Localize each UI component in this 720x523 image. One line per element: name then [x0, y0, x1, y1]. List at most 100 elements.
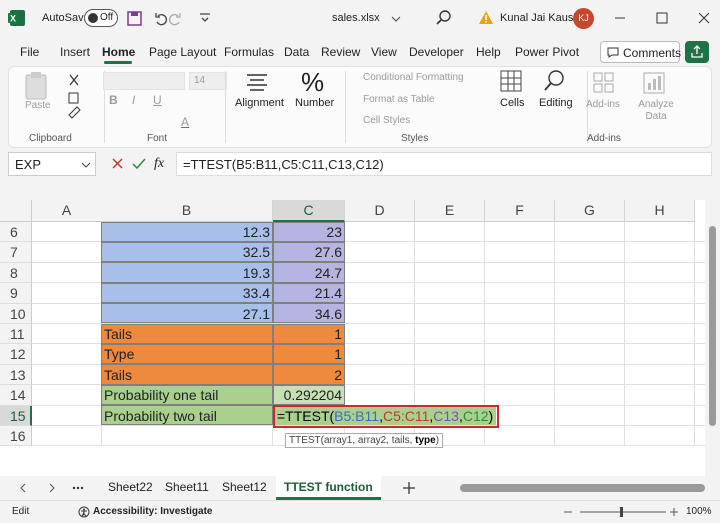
- sheet-tab[interactable]: TTEST function: [276, 476, 381, 500]
- sheet-tab[interactable]: Sheet11: [165, 480, 209, 494]
- row-header: 10: [0, 303, 32, 324]
- analyze-data-icon: [643, 72, 665, 94]
- tooltip-part: ): [435, 435, 440, 446]
- row-header: 8: [0, 262, 32, 284]
- font-size-box[interactable]: 14: [189, 72, 227, 90]
- font-name-box[interactable]: [103, 72, 185, 90]
- bold-button[interactable]: B: [109, 93, 118, 107]
- number-button[interactable]: Number: [295, 97, 335, 109]
- alignment-button[interactable]: Alignment: [235, 97, 284, 109]
- font-color-button[interactable]: A: [181, 115, 190, 129]
- add-ins-button[interactable]: Add-ins: [586, 99, 620, 110]
- separator: [345, 71, 346, 143]
- horizontal-scrollbar[interactable]: [460, 484, 705, 492]
- cell[interactable]: 33.4: [242, 285, 270, 302]
- menu-tab[interactable]: Help: [476, 45, 501, 59]
- menu-tab[interactable]: Power Pivot: [515, 45, 580, 59]
- cell[interactable]: Probability two tail: [104, 407, 217, 424]
- quick-access-icons[interactable]: [126, 10, 226, 28]
- row-gridline: [32, 261, 705, 263]
- cell[interactable]: 1: [334, 326, 342, 342]
- cell[interactable]: Tails: [104, 366, 133, 383]
- editing-button[interactable]: Editing: [539, 97, 573, 109]
- formula-buttons[interactable]: [110, 156, 150, 172]
- cell[interactable]: 24.7: [314, 264, 342, 281]
- tab-nav[interactable]: [16, 482, 106, 494]
- menu-tab[interactable]: View: [371, 45, 397, 59]
- vertical-scrollbar[interactable]: [705, 200, 720, 476]
- worksheet-grid: A B C D E F G H 6 12.3 23 7 32.5 27.6 8 19.3 24.7 9 33.4 21…: [0, 200, 705, 476]
- conditional-formatting[interactable]: Conditional Formatting: [363, 72, 464, 83]
- column-header: E: [415, 200, 485, 222]
- cell[interactable]: Probability one tail: [104, 387, 219, 404]
- cell[interactable]: 27.6: [314, 244, 342, 261]
- accessibility-status[interactable]: Accessibility: Investigate: [93, 506, 213, 517]
- name-box[interactable]: EXP: [8, 152, 96, 176]
- cell[interactable]: 21.4: [314, 285, 342, 302]
- row-header: 12: [0, 344, 32, 365]
- cell[interactable]: 2: [334, 366, 342, 383]
- formula-part: C12: [462, 407, 489, 424]
- formula-input[interactable]: =TTEST(B5:B11,C5:C11,C13,C12): [176, 152, 712, 176]
- clipboard-icons[interactable]: [23, 71, 103, 131]
- column-gridline: [484, 222, 485, 447]
- cell-fill: [100, 303, 273, 324]
- cell[interactable]: 12.3: [242, 224, 270, 240]
- cell[interactable]: 27.1: [242, 305, 270, 322]
- scroll-thumb[interactable]: [709, 226, 716, 426]
- row-gridline: [32, 323, 705, 324]
- zoom-level[interactable]: 100%: [686, 506, 712, 517]
- cell[interactable]: 34.6: [314, 305, 342, 322]
- file-name[interactable]: sales.xlsx: [332, 12, 380, 24]
- menu-tab[interactable]: Formulas: [224, 45, 275, 59]
- tooltip-part: TTEST(array1, array2, tails,: [289, 435, 416, 446]
- cell[interactable]: 32.5: [242, 244, 270, 261]
- column-header: C: [273, 200, 345, 222]
- add-sheet[interactable]: [402, 481, 416, 495]
- excel-icon: X: [8, 10, 25, 26]
- cells-button[interactable]: Cells: [500, 97, 525, 109]
- menu-tab[interactable]: File: [20, 45, 40, 59]
- separator: [587, 71, 588, 143]
- formula-part: B5:B11: [334, 407, 380, 424]
- name-box-text: EXP: [15, 157, 42, 172]
- cell[interactable]: 23: [326, 224, 342, 240]
- format-as-table[interactable]: Format as Table: [363, 94, 435, 105]
- menu-tab[interactable]: Review: [321, 45, 361, 59]
- file-dropdown[interactable]: [391, 15, 401, 23]
- menu-tab[interactable]: Insert: [60, 45, 91, 59]
- cell[interactable]: 19.3: [242, 264, 270, 281]
- cell-styles[interactable]: Cell Styles: [363, 115, 411, 126]
- share-button[interactable]: [685, 41, 709, 63]
- cell[interactable]: Type: [104, 346, 135, 363]
- name-box-dropdown: [81, 162, 91, 168]
- menu-tab[interactable]: Home: [102, 45, 136, 59]
- alignment-icon: [247, 74, 267, 91]
- analyze-data-button[interactable]: Analyze Data: [638, 99, 674, 122]
- formula-part: C13: [433, 407, 459, 424]
- cell[interactable]: Tails: [104, 326, 133, 342]
- autosave-toggle[interactable]: Off: [84, 9, 118, 27]
- underline-button[interactable]: U: [153, 93, 162, 107]
- sheet-tab[interactable]: Sheet12: [222, 480, 267, 494]
- sheet-tab[interactable]: Sheet22: [108, 480, 153, 494]
- status-bar: Edit Accessibility: Investigate 100%: [0, 500, 720, 523]
- search-icon[interactable]: [436, 10, 452, 26]
- menu-tab[interactable]: Page Layout: [149, 45, 217, 59]
- italic-button[interactable]: I: [132, 93, 136, 107]
- comments-button[interactable]: Comments: [600, 41, 681, 63]
- user-avatar[interactable]: KJ: [573, 8, 594, 29]
- paste-label[interactable]: Paste: [25, 100, 51, 111]
- zoom-slider[interactable]: [560, 506, 680, 518]
- comments-icon: [607, 47, 619, 58]
- menu-tab[interactable]: Developer: [409, 45, 464, 59]
- cell[interactable]: 1: [334, 346, 342, 363]
- cell[interactable]: 0.292204: [283, 387, 342, 404]
- user-name: Kunal Jai Kaushik: [500, 12, 588, 24]
- font-group-label: Font: [147, 133, 168, 144]
- window-controls[interactable]: [608, 8, 718, 28]
- fx-button[interactable]: fx: [154, 156, 165, 171]
- cells-icon: [500, 70, 522, 92]
- menu-tab[interactable]: Data: [284, 45, 310, 59]
